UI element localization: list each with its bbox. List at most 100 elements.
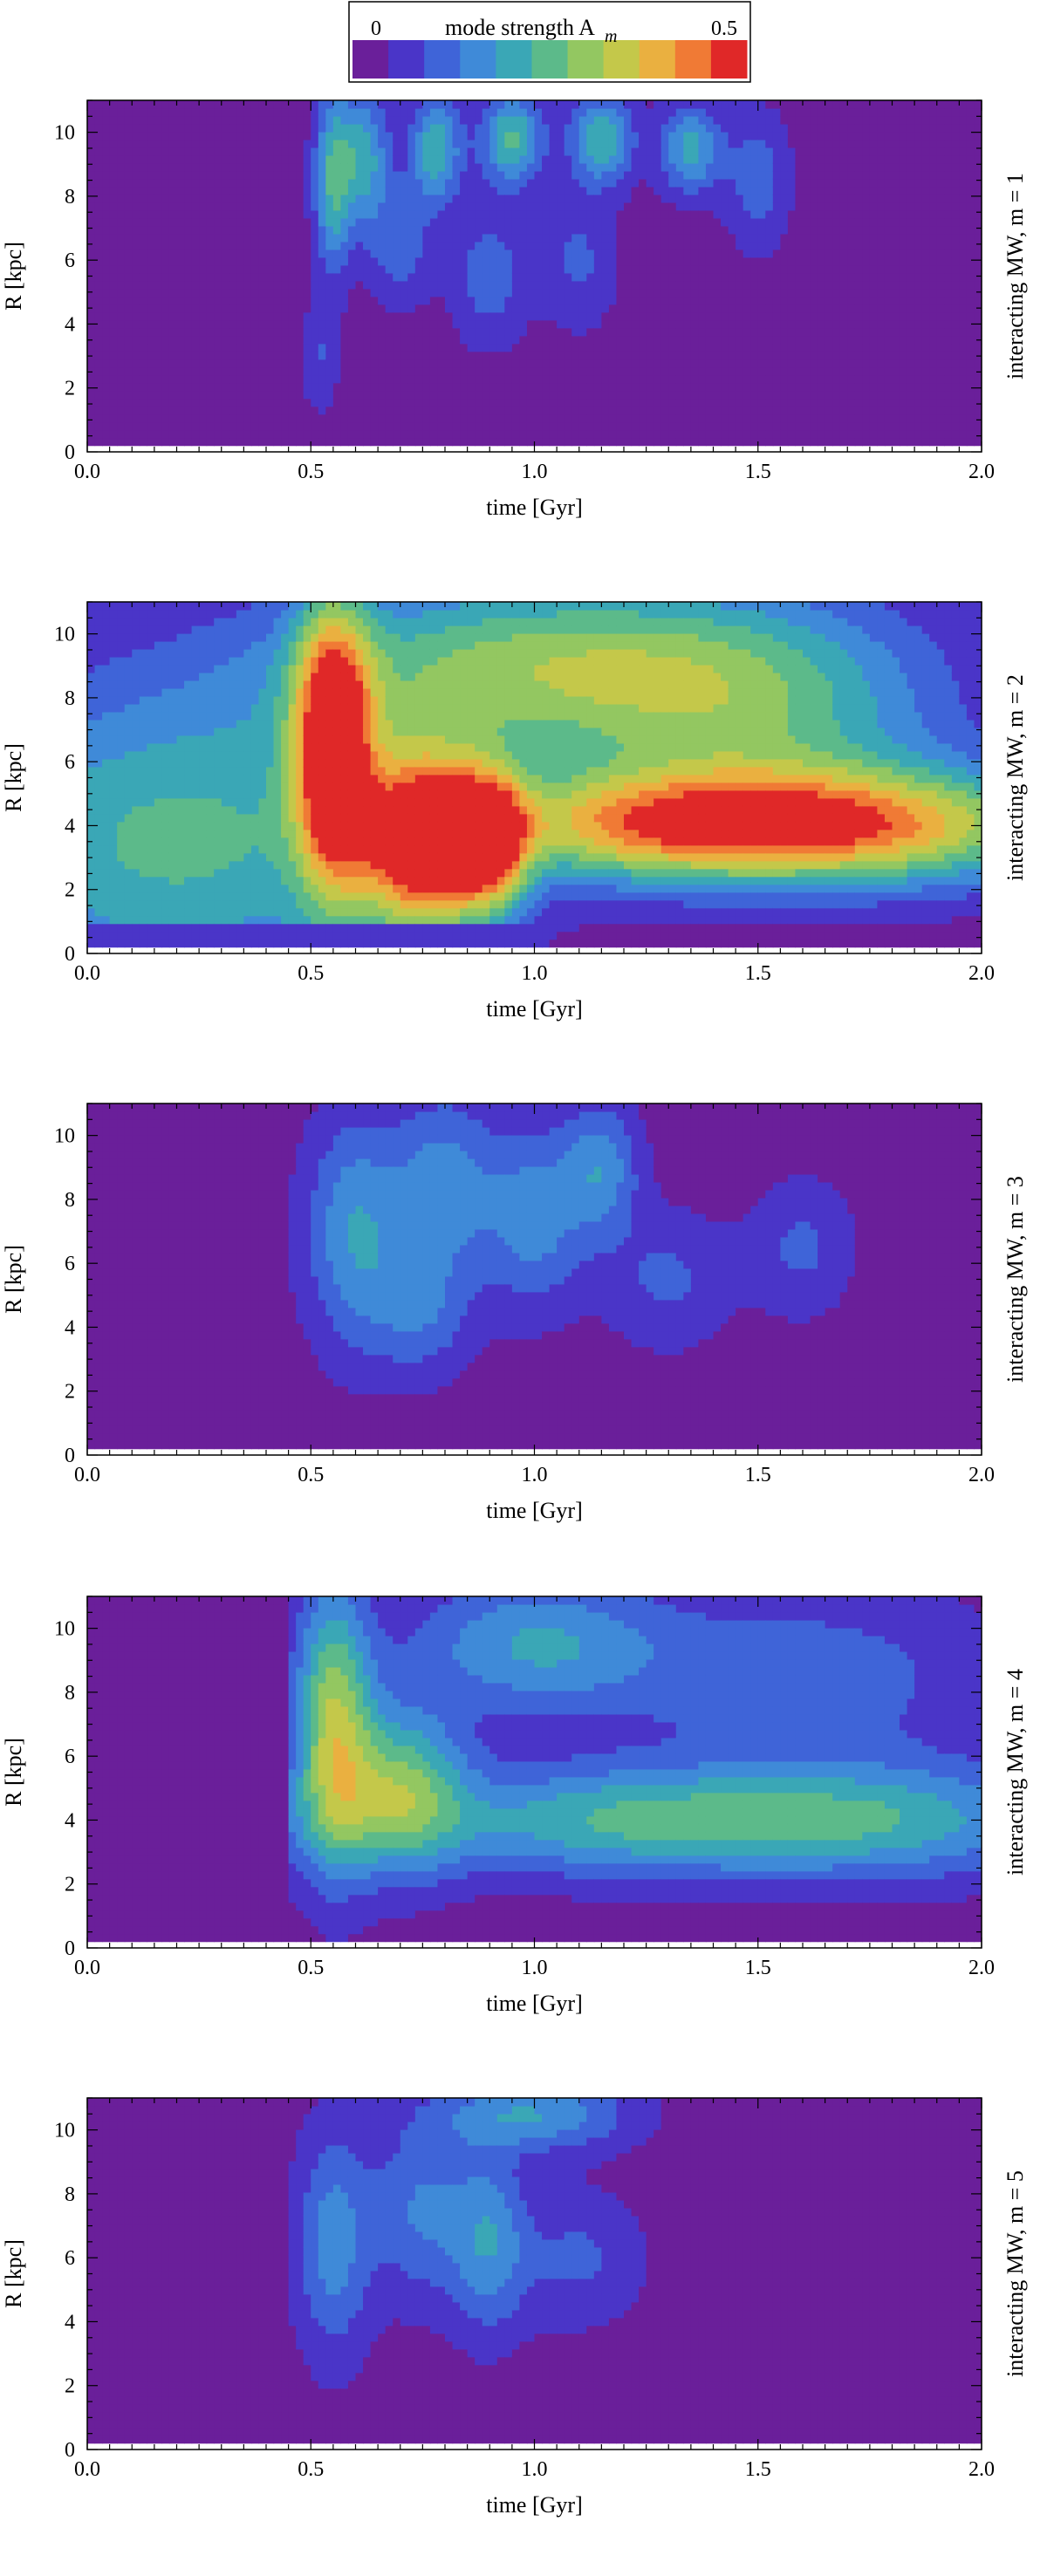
- heatmap-cell: [258, 399, 266, 407]
- heatmap-cell: [668, 249, 676, 258]
- heatmap-cell: [803, 187, 811, 195]
- heatmap-cell: [765, 391, 773, 400]
- heatmap-cell: [236, 202, 244, 211]
- heatmap-cell: [348, 202, 356, 211]
- heatmap-cell: [571, 320, 579, 329]
- heatmap-cell: [714, 171, 722, 180]
- heatmap-cell: [184, 273, 192, 282]
- heatmap-cell: [788, 242, 796, 250]
- heatmap-cell: [258, 407, 266, 415]
- heatmap-cell: [199, 132, 207, 140]
- heatmap-cell: [400, 116, 408, 125]
- heatmap-cell: [900, 124, 907, 133]
- heatmap-cell: [407, 147, 415, 156]
- heatmap-cell: [594, 281, 602, 290]
- heatmap-cell: [714, 249, 722, 258]
- heatmap-cell: [877, 195, 885, 203]
- heatmap-cell: [386, 438, 393, 447]
- heatmap-cell: [870, 352, 878, 360]
- heatmap-cell: [571, 399, 579, 407]
- heatmap-cell: [750, 210, 758, 219]
- heatmap-cell: [811, 438, 818, 447]
- heatmap-cell: [661, 297, 669, 305]
- heatmap-cell: [862, 320, 870, 329]
- heatmap-cell: [825, 124, 833, 133]
- heatmap-cell: [125, 344, 133, 352]
- heatmap-cell: [721, 320, 729, 329]
- heatmap-cell: [415, 336, 423, 345]
- heatmap-cell: [714, 218, 722, 227]
- heatmap-cell: [729, 422, 736, 431]
- heatmap-cell: [475, 297, 482, 305]
- heatmap-cell: [647, 359, 654, 368]
- heatmap-cell: [147, 438, 154, 447]
- heatmap-cell: [803, 281, 811, 290]
- heatmap-cell: [453, 391, 461, 400]
- heatmap-cell: [348, 179, 356, 188]
- heatmap-cell: [661, 187, 669, 195]
- heatmap-cell: [698, 399, 706, 407]
- heatmap-cell: [475, 124, 482, 133]
- heatmap-cell: [184, 438, 192, 447]
- heatmap-cell: [393, 352, 400, 360]
- heatmap-cell: [489, 124, 497, 133]
- heatmap-cell: [557, 202, 565, 211]
- heatmap-cell: [743, 422, 751, 431]
- heatmap-cell: [661, 202, 669, 211]
- heatmap-cell: [914, 352, 922, 360]
- heatmap-cell: [565, 202, 572, 211]
- heatmap-cell: [914, 202, 922, 211]
- heatmap-cell: [706, 430, 714, 439]
- heatmap-cell: [609, 399, 617, 407]
- heatmap-cell: [184, 265, 192, 274]
- heatmap-cell: [579, 438, 587, 447]
- heatmap-cell: [811, 304, 818, 313]
- heatmap-cell: [616, 328, 624, 337]
- heatmap-cell: [661, 422, 669, 431]
- heatmap-cell: [818, 336, 825, 345]
- heatmap-cell: [229, 265, 236, 274]
- heatmap-cell: [855, 367, 863, 376]
- heatmap-cell: [140, 281, 147, 290]
- heatmap-cell: [565, 336, 572, 345]
- heatmap-cell: [571, 344, 579, 352]
- heatmap-cell: [318, 210, 326, 219]
- heatmap-cell: [333, 304, 341, 313]
- heatmap-cell: [811, 132, 818, 140]
- heatmap-cell: [348, 116, 356, 125]
- heatmap-cell: [736, 108, 743, 117]
- heatmap-cell: [862, 359, 870, 368]
- heatmap-cell: [862, 163, 870, 172]
- heatmap-cell: [698, 407, 706, 415]
- heatmap-cell: [475, 328, 482, 337]
- heatmap-cell: [430, 422, 438, 431]
- heatmap-cell: [565, 328, 572, 337]
- heatmap-cell: [907, 265, 915, 274]
- heatmap-cell: [229, 257, 236, 266]
- heatmap-cell: [811, 226, 818, 235]
- heatmap-cell: [407, 249, 415, 258]
- heatmap-cell: [437, 297, 445, 305]
- heatmap-cell: [565, 218, 572, 227]
- heatmap-cell: [169, 100, 177, 109]
- heatmap-cell: [445, 367, 453, 376]
- heatmap-cell: [691, 375, 699, 384]
- heatmap-cell: [445, 422, 453, 431]
- heatmap-cell: [117, 304, 125, 313]
- heatmap-cell: [325, 116, 333, 125]
- heatmap-cell: [557, 249, 565, 258]
- heatmap-cell: [847, 210, 855, 219]
- heatmap-cell: [639, 359, 647, 368]
- heatmap-cell: [721, 438, 729, 447]
- heatmap-cell: [535, 132, 543, 140]
- heatmap-cell: [758, 234, 766, 243]
- heatmap-cell: [907, 297, 915, 305]
- heatmap-cell: [885, 195, 893, 203]
- heatmap-cell: [624, 257, 632, 266]
- heatmap-cell: [594, 367, 602, 376]
- heatmap-cell: [117, 234, 125, 243]
- heatmap-cell: [773, 414, 781, 423]
- heatmap-cell: [676, 108, 684, 117]
- heatmap-cell: [691, 202, 699, 211]
- heatmap-cell: [161, 336, 169, 345]
